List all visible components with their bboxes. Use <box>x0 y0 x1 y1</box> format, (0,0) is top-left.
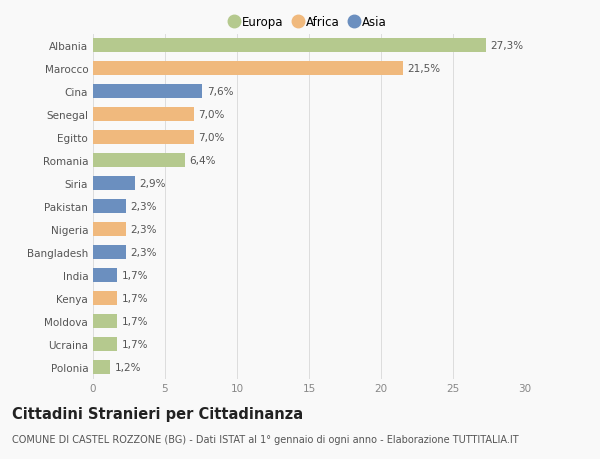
Text: 2,3%: 2,3% <box>130 224 157 235</box>
Bar <box>93 314 118 329</box>
Bar <box>93 176 135 191</box>
Text: 7,0%: 7,0% <box>198 133 224 143</box>
Bar <box>93 107 194 122</box>
Bar <box>93 268 118 283</box>
Text: 1,2%: 1,2% <box>115 362 141 372</box>
Bar <box>93 222 126 237</box>
Text: 7,6%: 7,6% <box>207 87 233 97</box>
Text: 21,5%: 21,5% <box>407 64 440 74</box>
Bar <box>93 84 202 99</box>
Bar <box>93 199 126 214</box>
Bar <box>93 360 110 375</box>
Text: 2,9%: 2,9% <box>139 179 166 189</box>
Text: Cittadini Stranieri per Cittadinanza: Cittadini Stranieri per Cittadinanza <box>12 406 303 421</box>
Bar <box>93 130 194 145</box>
Text: 2,3%: 2,3% <box>130 202 157 212</box>
Bar <box>93 39 486 53</box>
Bar <box>93 245 126 260</box>
Text: 1,7%: 1,7% <box>122 339 148 349</box>
Text: 2,3%: 2,3% <box>130 247 157 257</box>
Text: 1,7%: 1,7% <box>122 293 148 303</box>
Bar <box>93 153 185 168</box>
Text: 1,7%: 1,7% <box>122 270 148 280</box>
Text: 6,4%: 6,4% <box>190 156 216 166</box>
Legend: Europa, Africa, Asia: Europa, Africa, Asia <box>228 13 390 33</box>
Text: COMUNE DI CASTEL ROZZONE (BG) - Dati ISTAT al 1° gennaio di ogni anno - Elaboraz: COMUNE DI CASTEL ROZZONE (BG) - Dati IST… <box>12 434 518 444</box>
Text: 7,0%: 7,0% <box>198 110 224 120</box>
Bar <box>93 62 403 76</box>
Text: 27,3%: 27,3% <box>490 41 524 51</box>
Bar <box>93 291 118 306</box>
Text: 1,7%: 1,7% <box>122 316 148 326</box>
Bar <box>93 337 118 352</box>
